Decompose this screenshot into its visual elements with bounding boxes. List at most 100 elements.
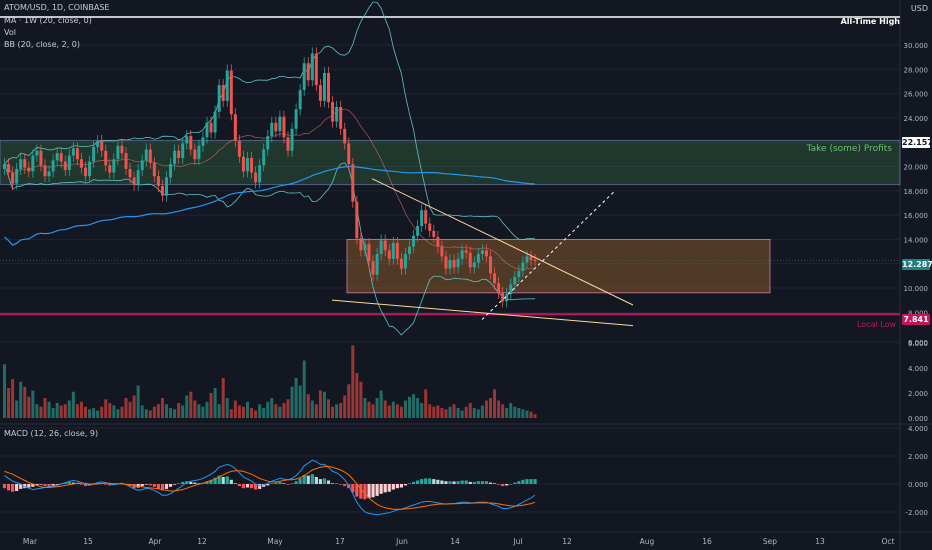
macd-histogram-bar: [359, 484, 363, 499]
candle-body: [464, 250, 468, 253]
time-tick-label: Jun: [395, 537, 408, 546]
volume-tick-label: 2.000: [908, 390, 928, 398]
macd-histogram-bar: [497, 484, 501, 485]
volume-bar: [274, 404, 278, 418]
candle-body: [363, 244, 367, 251]
candle-body: [270, 122, 274, 137]
price-tick-label: 8.000: [908, 309, 928, 317]
candle-body: [112, 159, 116, 173]
macd-histogram-bar: [83, 484, 88, 487]
candle-body: [278, 116, 282, 132]
time-tick-label: Aug: [640, 537, 655, 546]
volume-bar: [387, 405, 391, 418]
candle-body: [480, 250, 484, 254]
candle-body: [408, 246, 411, 254]
bb-indicator-label[interactable]: BB (20, close, 2, 0): [4, 40, 80, 49]
candle-body: [165, 177, 168, 196]
macd-histogram-bar: [488, 482, 493, 484]
candle-body: [201, 137, 205, 146]
candle-body: [351, 164, 355, 202]
macd-histogram-bar: [152, 484, 156, 487]
macd-histogram-bar: [221, 477, 225, 484]
volume-bar: [420, 403, 424, 418]
volume-bar: [484, 400, 488, 418]
macd-histogram-bar: [258, 484, 262, 489]
candle-body: [468, 252, 472, 268]
volume-bar: [290, 386, 294, 418]
price-tick-label: 18.000: [904, 188, 929, 196]
ma-indicator-label[interactable]: MA · 1W (20, close, 0): [4, 16, 92, 25]
macd-histogram-bar: [148, 484, 152, 486]
ath-label: All-Time High: [840, 17, 900, 26]
candle-body: [355, 201, 359, 239]
support-trendline: [331, 299, 634, 327]
candle-body: [290, 128, 294, 151]
candle-body: [197, 145, 201, 160]
macd-histogram-bar: [448, 481, 452, 484]
macd-histogram-bar: [517, 481, 521, 484]
volume-bar: [533, 414, 537, 418]
volume-indicator-label[interactable]: Vol: [4, 28, 16, 37]
candle-body: [460, 250, 464, 259]
price-tick-label: 28.000: [904, 66, 929, 74]
macd-histogram-bar: [391, 484, 395, 490]
volume-bar: [241, 406, 245, 418]
macd-histogram-bar: [233, 483, 237, 484]
macd-tick-label: 2.000: [908, 453, 928, 461]
volume-bar: [460, 410, 464, 418]
candle-body: [205, 122, 209, 138]
macd-histogram-bar: [11, 484, 15, 492]
volume-bar: [51, 408, 55, 418]
macd-histogram-bar: [452, 481, 456, 484]
macd-histogram-bar: [513, 482, 517, 484]
candle-body: [88, 161, 92, 177]
macd-histogram-bar: [367, 484, 371, 498]
macd-histogram-bar: [278, 481, 282, 484]
macd-histogram-bar: [480, 481, 484, 484]
macd-histogram-bar: [237, 484, 241, 487]
macd-histogram-bar: [31, 484, 35, 487]
bb-upper-band: [4, 1, 536, 241]
candle-body: [181, 143, 185, 158]
candle-body: [193, 149, 197, 160]
candle-body: [3, 164, 6, 169]
macd-histogram-bar: [476, 481, 480, 484]
volume-bar: [408, 396, 411, 418]
volume-bar: [250, 408, 254, 418]
volume-bar: [185, 395, 189, 418]
macd-histogram-bar: [23, 484, 27, 489]
volume-bar: [416, 398, 420, 418]
macd-indicator-label[interactable]: MACD (12, 26, close, 9): [4, 429, 99, 438]
candle-body: [403, 253, 407, 269]
candle-body: [416, 226, 420, 236]
candle-body: [229, 70, 233, 115]
macd-histogram-bar: [15, 484, 19, 491]
descending-trendline: [371, 178, 634, 306]
volume-bar: [282, 403, 286, 418]
candle-body: [241, 156, 245, 172]
macd-histogram-bar: [262, 484, 266, 487]
time-tick-label: 12: [562, 537, 572, 546]
symbol-title[interactable]: ATOM/USD, 1D, COINBASE: [4, 3, 110, 12]
candle-body: [233, 114, 237, 141]
volume-bar: [424, 389, 428, 418]
macd-histogram-bar: [19, 484, 23, 489]
volume-bar: [71, 391, 75, 418]
candle-body: [75, 148, 79, 160]
candle-body: [302, 63, 306, 90]
volume-bar: [47, 401, 51, 418]
volume-bar: [452, 404, 456, 418]
volume-bar: [327, 399, 330, 418]
volume-bar: [100, 406, 104, 418]
candle-body: [497, 283, 501, 293]
macd-histogram-bar: [63, 482, 67, 484]
volume-tick-label: 6.000: [908, 340, 928, 348]
macd-histogram-bar: [302, 474, 306, 484]
volume-bar: [464, 406, 468, 418]
bb-basis: [4, 108, 536, 270]
time-tick-label: 14: [450, 537, 460, 546]
price-tick-label: 10.000: [904, 285, 929, 293]
volume-bar: [501, 404, 505, 418]
volume-bar: [197, 404, 201, 418]
